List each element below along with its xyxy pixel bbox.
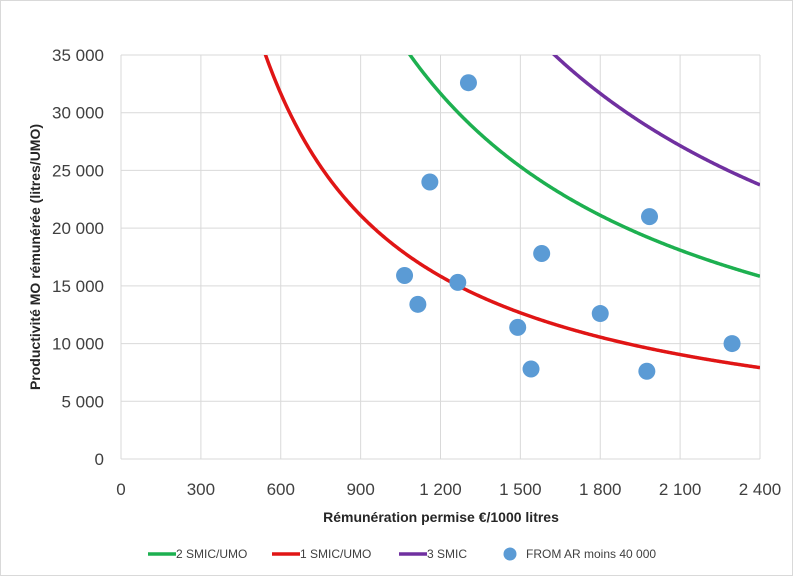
curve-2-smic-umo [407, 55, 760, 278]
y-tick-label: 15 000 [52, 277, 104, 296]
x-axis-title: Rémunération permise €/1000 litres [323, 509, 559, 525]
y-tick-label: 30 000 [52, 104, 104, 123]
x-tick-label: 300 [187, 480, 215, 499]
data-point [459, 74, 477, 92]
legend-label-from-ar-moins-40-000: FROM AR moins 40 000 [526, 547, 656, 561]
data-point [641, 208, 659, 226]
x-tick-label: 1 200 [419, 480, 462, 499]
legend: 2 SMIC/UMO 1 SMIC/UMO 3 SMIC FROM AR moins … [148, 547, 656, 561]
x-tick-label: 900 [346, 480, 374, 499]
y-axis-title: Productivité MO rémunérée (litres/UMO) [27, 124, 43, 390]
x-tick-label: 2 400 [739, 480, 782, 499]
tick-labels: 0 5 000 10 000 15 000 20 000 25 000 30 000 35 0… [52, 46, 781, 499]
legend-label-3-smic: 3 SMIC [427, 547, 467, 561]
x-tick-label: 1 500 [499, 480, 542, 499]
data-point [509, 318, 527, 336]
y-tick-label: 35 000 [52, 46, 104, 65]
data-points [396, 74, 741, 380]
data-point [591, 305, 609, 323]
data-point [723, 335, 741, 353]
legend-swatch-from-ar-moins-40-000 [503, 547, 517, 561]
data-point [638, 362, 656, 380]
y-tick-label: 25 000 [52, 161, 104, 180]
data-point [449, 273, 467, 291]
y-tick-label: 10 000 [52, 335, 104, 354]
x-tick-label: 2 100 [659, 480, 702, 499]
curve-1-smic-umo [263, 55, 760, 370]
data-point [421, 173, 439, 191]
x-tick-label: 1 800 [579, 480, 622, 499]
data-point [396, 266, 414, 284]
data-point [533, 245, 551, 263]
data-point [522, 360, 540, 378]
y-tick-label: 0 [95, 450, 104, 469]
x-tick-label: 600 [267, 480, 295, 499]
legend-label-2-smic-umo: 2 SMIC/UMO [176, 547, 247, 561]
x-tick-label: 0 [116, 480, 125, 499]
grid [120, 54, 761, 460]
y-tick-label: 5 000 [61, 392, 104, 411]
y-tick-label: 20 000 [52, 219, 104, 238]
legend-label-1-smic-umo: 1 SMIC/UMO [300, 547, 371, 561]
data-point [409, 295, 427, 313]
reference-curves [263, 55, 760, 370]
curve-3-smic [552, 55, 760, 187]
